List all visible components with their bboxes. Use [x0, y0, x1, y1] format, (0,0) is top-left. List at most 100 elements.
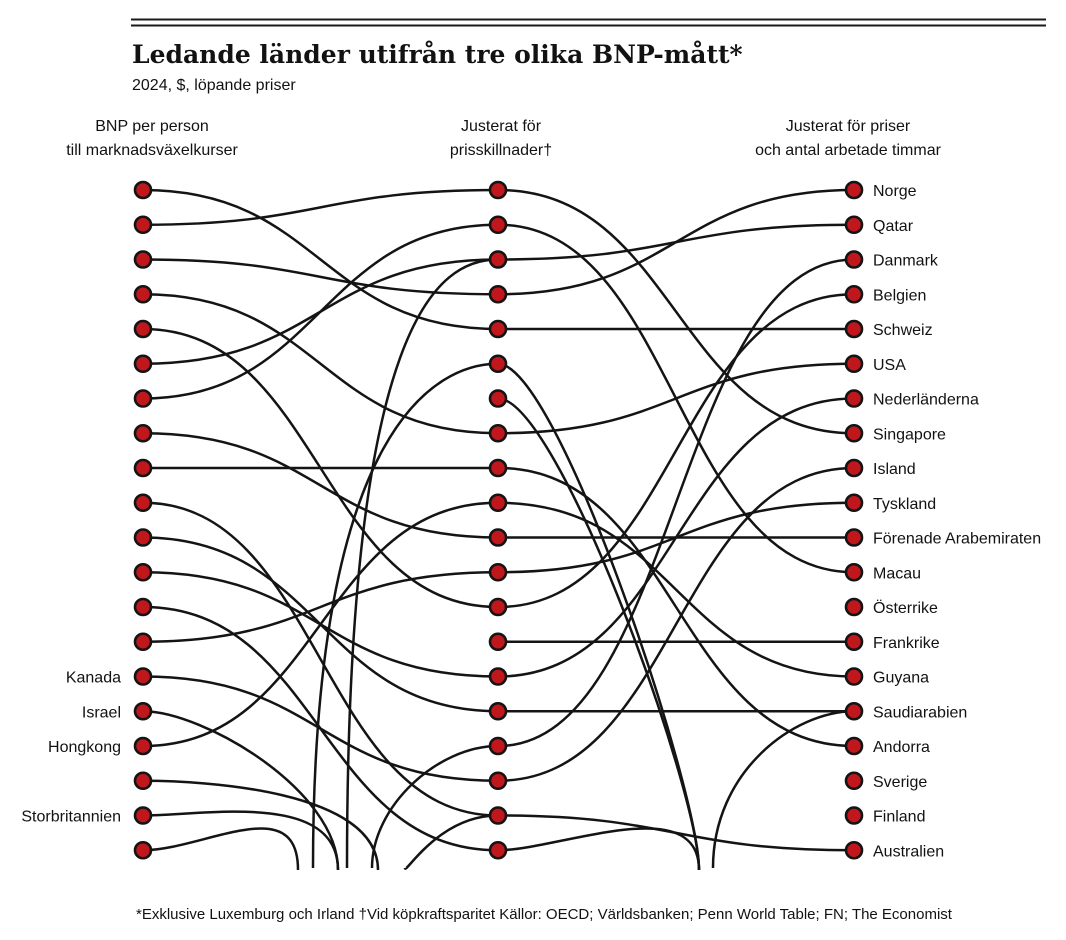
dot-col2-rank8: [488, 423, 508, 443]
dot-col1-rank4: [133, 284, 153, 304]
connector-left-2: [142, 188, 499, 226]
connector-right-4: [497, 188, 855, 296]
dot-col1-rank15: [133, 667, 153, 686]
dot-col1-rank13: [133, 597, 153, 617]
connector-right-7: [497, 397, 701, 871]
dot-col2-rank6: [488, 354, 508, 374]
right-label-rank1: Norge: [873, 183, 917, 200]
dot-col3-rank2: [844, 215, 864, 235]
dot-col2-rank11: [488, 528, 508, 547]
connector-right-20: [497, 827, 701, 871]
right-label-rank12: Macau: [873, 565, 921, 582]
dot-col3-rank8: [844, 423, 864, 443]
connector-left-1: [142, 188, 499, 331]
right-label-rank10: Tyskland: [873, 496, 936, 513]
dot-col3-rank18: [844, 771, 864, 791]
dot-col2-rank7: [488, 389, 508, 408]
dot-col3-rank9: [844, 458, 864, 478]
dot-col2-rank14: [488, 632, 508, 652]
connector-riser-1: [311, 362, 499, 869]
dot-col3-rank6: [844, 354, 864, 374]
connector-left-16: [142, 710, 340, 871]
right-label-rank13: Österrike: [873, 599, 938, 617]
dot-col3-rank15: [844, 667, 864, 686]
country-labels: Norge Qatar Danmark Belgien Schweiz USA Nederl…: [21, 183, 1041, 860]
right-label-rank8: Singapore: [873, 426, 946, 443]
left-label-rank17: Hongkong: [48, 739, 121, 756]
dot-col1-rank1: [133, 180, 153, 200]
column-head-middle-line1: Justerat för: [461, 118, 542, 135]
dot-col1-rank16: [133, 701, 153, 721]
right-label-rank3: Danmark: [873, 253, 939, 270]
column-head-right-line1: Justerat för priser: [786, 118, 911, 135]
dot-col1-rank17: [133, 736, 153, 756]
right-label-rank16: Saudiarabien: [873, 704, 967, 721]
dot-col2-rank10: [488, 493, 508, 513]
dot-col1-rank2: [133, 215, 153, 235]
dot-col3-rank12: [844, 562, 864, 582]
right-label-rank15: Guyana: [873, 670, 929, 687]
right-label-rank17: Andorra: [873, 739, 930, 756]
dot-col3-rank13: [844, 597, 864, 617]
dot-col1-rank12: [133, 562, 153, 582]
connector-riser-4: [711, 710, 855, 869]
dot-col2-rank5: [488, 319, 508, 339]
dot-col1-rank20: [133, 840, 153, 860]
dot-col2-rank3: [488, 250, 508, 269]
dot-col1-rank3: [133, 250, 153, 269]
column-head-left-line1: BNP per person: [95, 118, 209, 135]
right-label-rank14: Frankrike: [873, 635, 940, 652]
left-label-rank15: Kanada: [66, 670, 121, 687]
right-label-rank2: Qatar: [873, 218, 914, 235]
right-label-rank6: USA: [873, 357, 906, 374]
dot-col1-rank18: [133, 771, 153, 791]
dot-col1-rank19: [133, 806, 153, 825]
connector-lines: [142, 188, 855, 871]
connector-right-1: [497, 188, 855, 435]
dot-col1-rank7: [133, 389, 153, 408]
right-label-rank18: Sverige: [873, 774, 927, 791]
footnote: *Exklusive Luxemburg och Irland †Vid köp…: [136, 906, 953, 923]
column-head-middle-line2: prisskillnader†: [450, 142, 552, 159]
column-head-left-line2: till marknadsväxelkurser: [66, 142, 238, 159]
dot-col3-rank1: [844, 180, 864, 200]
dot-col1-rank9: [133, 458, 153, 478]
dot-col2-rank18: [488, 771, 508, 791]
right-label-rank7: Nederländerna: [873, 392, 979, 409]
dot-col1-rank14: [133, 632, 153, 652]
dot-col2-rank2: [488, 215, 508, 235]
connector-right-8: [497, 362, 855, 435]
dot-col2-rank13: [488, 597, 508, 617]
dot-col3-rank7: [844, 389, 864, 408]
connector-riser-2: [345, 258, 499, 869]
connector-left-15: [142, 675, 499, 782]
connector-left-10: [142, 501, 499, 817]
dot-col3-rank19: [844, 806, 864, 825]
dot-col2-rank15: [488, 667, 508, 686]
connector-riser-5: [403, 814, 499, 870]
connector-left-19: [142, 810, 340, 871]
connector-left-4: [142, 293, 499, 435]
right-label-rank9: Island: [873, 461, 916, 478]
connector-left-8: [142, 432, 499, 539]
dot-col1-rank6: [133, 354, 153, 374]
dot-col2-rank4: [488, 284, 508, 304]
chart-subtitle: 2024, $, löpande priser: [132, 77, 296, 94]
connector-right-17: [497, 258, 855, 748]
connector-right-13: [497, 293, 855, 609]
right-label-rank20: Australien: [873, 843, 944, 860]
connector-right-18: [497, 466, 855, 782]
dot-col3-rank3: [844, 250, 864, 269]
dot-col2-rank17: [488, 736, 508, 756]
dot-col2-rank12: [488, 562, 508, 582]
dot-col3-rank17: [844, 736, 864, 756]
dot-col1-rank10: [133, 493, 153, 513]
dot-col2-rank19: [488, 806, 508, 825]
connector-left-14: [142, 571, 499, 643]
dot-col2-rank20: [488, 840, 508, 860]
right-label-rank19: Finland: [873, 809, 925, 826]
connector-left-7: [142, 223, 499, 400]
dot-col3-rank16: [844, 701, 864, 721]
